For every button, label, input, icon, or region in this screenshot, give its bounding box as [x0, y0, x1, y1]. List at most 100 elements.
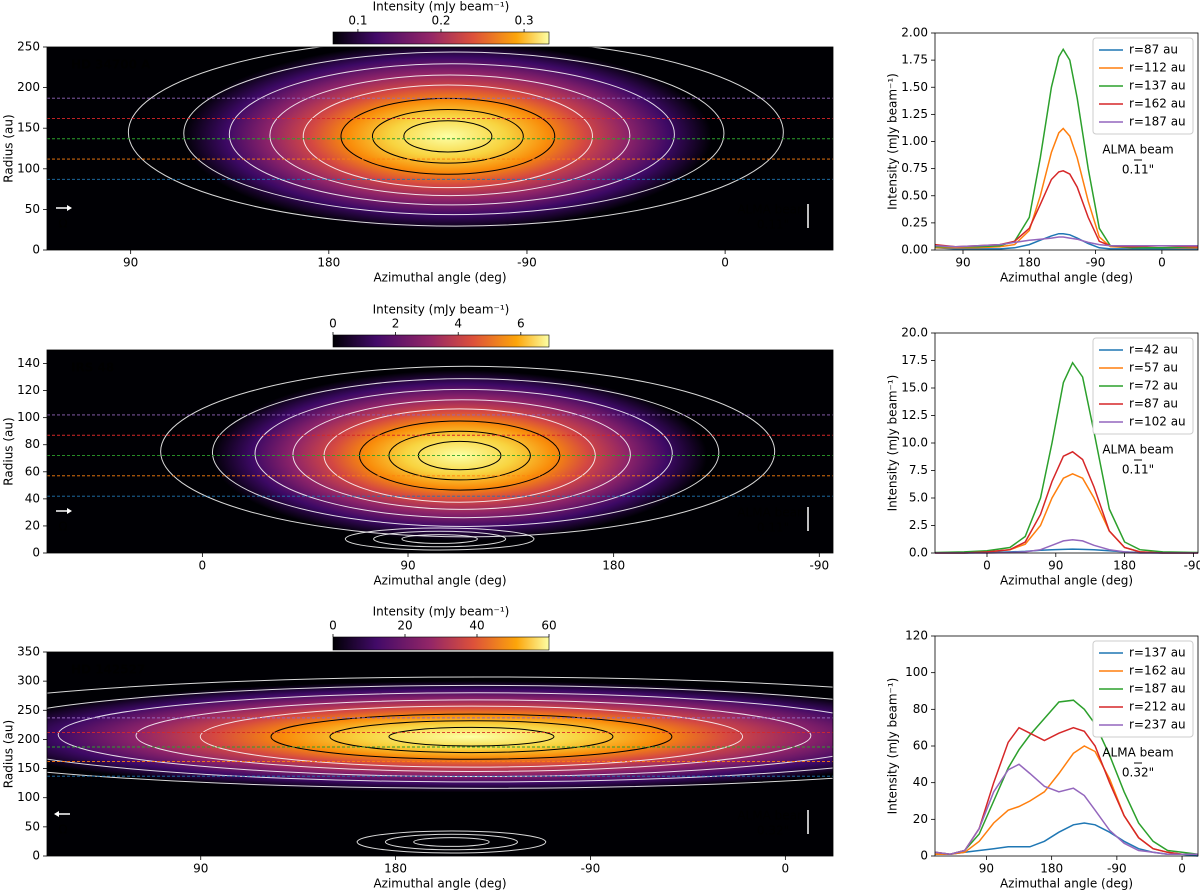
- x-tick-label: -90: [809, 559, 829, 573]
- plot-frame: [934, 32, 1199, 251]
- beam-size: 0.11": [757, 218, 789, 232]
- contour: [228, 63, 675, 206]
- contour: [199, 705, 744, 768]
- plot-frame: [46, 46, 834, 251]
- x-tick-label: -90: [517, 256, 537, 270]
- y-tick-label: 0: [32, 243, 40, 257]
- legend-label: r=162 au: [1129, 97, 1186, 111]
- beam-size: 0.32": [1122, 766, 1154, 780]
- y-tick-label: 0: [32, 546, 40, 560]
- y-tick-label: 1.50: [901, 80, 928, 94]
- x-tick-label: 90: [400, 559, 415, 573]
- x-tick-label: 180: [1113, 559, 1136, 573]
- profile-line: [934, 236, 1198, 248]
- colorbar-tick-label: 0.1: [348, 14, 367, 28]
- y-tick-label: 100: [905, 665, 928, 679]
- emission: [183, 47, 712, 231]
- rotation-label: Ω: [58, 217, 67, 231]
- legend-label: r=87 au: [1129, 397, 1178, 411]
- legend-label: r=42 au: [1129, 343, 1178, 357]
- x-tick-label: 0: [199, 559, 207, 573]
- y-axis-label: Radius (au): [2, 417, 16, 485]
- contour: [47, 684, 833, 783]
- x-tick-label: -90: [581, 862, 601, 876]
- profile-line: [934, 232, 1198, 250]
- x-tick-label: -90: [1086, 256, 1106, 270]
- contour: [388, 726, 555, 747]
- contour: [403, 120, 493, 153]
- contour: [270, 713, 673, 760]
- y-tick-label: 50: [25, 819, 40, 833]
- y-tick-label: 100: [17, 410, 40, 424]
- y-tick-label: 0.00: [901, 243, 928, 257]
- y-tick-label: 250: [17, 703, 40, 717]
- y-tick-label: 50: [25, 202, 40, 216]
- y-tick-label: 10.0: [901, 436, 928, 450]
- contour: [254, 388, 673, 519]
- y-tick-label: 0.75: [901, 161, 928, 175]
- beam-label: ALMA beam: [737, 809, 808, 823]
- y-tick-label: 150: [17, 121, 40, 135]
- beam-label: ALMA beam: [1102, 746, 1173, 760]
- y-tick-label: 0.25: [901, 215, 928, 229]
- beam-label: ALMA beam: [737, 506, 808, 520]
- y-tick-label: 15.0: [901, 381, 928, 395]
- y-tick-label: 1.25: [901, 107, 928, 121]
- y-tick-label: 100: [17, 161, 40, 175]
- legend-label: r=112 au: [1129, 61, 1186, 75]
- contour: [292, 399, 631, 510]
- profile-line: [935, 745, 1198, 855]
- contour: [47, 676, 833, 789]
- y-tick-label: 80: [25, 437, 40, 451]
- colorbar-label: Intensity (mJy beam⁻¹): [373, 605, 510, 619]
- colorbar-tick-label: 0.2: [431, 14, 450, 28]
- legend-label: r=162 au: [1129, 664, 1186, 678]
- y-axis-label: Radius (au): [2, 114, 16, 182]
- beam-label: ALMA beam: [1102, 143, 1173, 157]
- plot-frame: [934, 332, 1199, 554]
- y-tick-label: 250: [17, 40, 40, 54]
- y-tick-label: 350: [17, 645, 40, 659]
- contour: [344, 527, 535, 551]
- y-tick-label: 100: [17, 790, 40, 804]
- colorbar-tick-label: 4: [454, 317, 462, 331]
- colorbar: [332, 636, 550, 651]
- contour: [160, 365, 776, 538]
- colorbar-tick-label: 20: [397, 619, 412, 633]
- x-tick-label: 0: [1158, 256, 1166, 270]
- beam-size: 0.32": [757, 824, 789, 838]
- intensity-map: [47, 652, 833, 856]
- x-tick-label: 180: [317, 256, 340, 270]
- profile-line: [934, 361, 1199, 554]
- y-tick-label: 120: [905, 629, 928, 643]
- rotation-arrowhead: [67, 508, 72, 514]
- contour: [135, 699, 812, 772]
- x-tick-label: -90: [1107, 862, 1127, 876]
- contour: [356, 830, 547, 854]
- y-tick-label: 5.0: [909, 491, 928, 505]
- y-tick-label: 0: [920, 849, 928, 863]
- contour: [57, 692, 833, 778]
- legend-label: r=87 au: [1129, 43, 1178, 57]
- profile-line: [934, 763, 1198, 855]
- contour: [127, 47, 784, 227]
- x-axis-label: Azimuthal angle (deg): [373, 271, 506, 285]
- beam-label: ALMA beam: [1102, 443, 1173, 457]
- legend-label: r=237 au: [1129, 718, 1186, 732]
- emission: [47, 680, 833, 793]
- x-axis-label: Azimuthal angle (deg): [373, 877, 506, 891]
- panel-title: HD 142527: [71, 663, 145, 677]
- plot-frame: [934, 635, 1199, 857]
- y-tick-label: 140: [17, 356, 40, 370]
- profile-line: [935, 127, 1198, 249]
- y-tick-label: 60: [25, 464, 40, 478]
- x-tick-label: 0: [782, 862, 790, 876]
- colorbar-tick-label: 0.3: [515, 14, 534, 28]
- legend-box: [1092, 37, 1194, 135]
- legend-label: r=137 au: [1129, 646, 1186, 660]
- y-tick-label: 0.50: [901, 188, 928, 202]
- colorbar: [332, 31, 550, 45]
- x-tick-label: 90: [1048, 559, 1063, 573]
- rotation-arrowhead: [67, 205, 72, 211]
